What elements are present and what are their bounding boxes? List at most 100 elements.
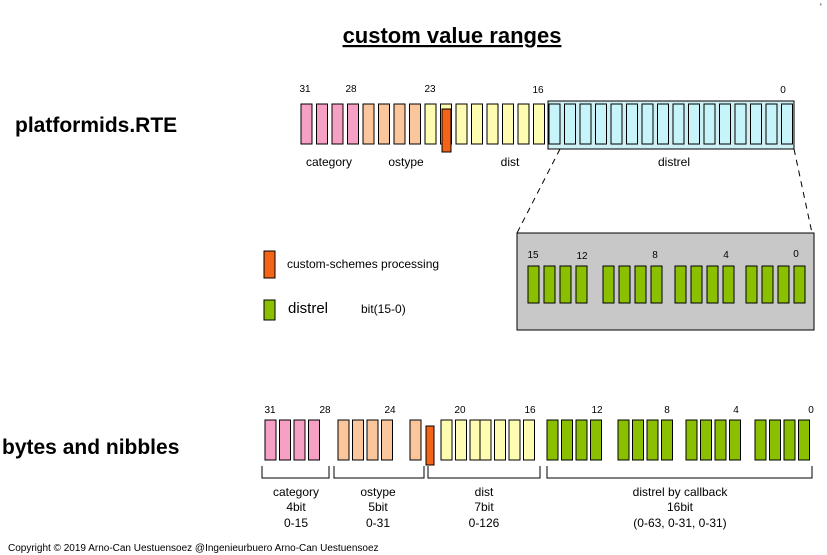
bottom-bitnum-0: 0 [808, 405, 814, 416]
top-bitnum-31: 31 [299, 84, 311, 95]
bottom-bit-cell-22 [440, 419, 453, 461]
legend-distrel-bits: bit(15-0) [361, 302, 406, 316]
top-bit-cell-28 [347, 103, 359, 145]
bracket-dist [427, 466, 541, 479]
bottom-bit-cell-21 [455, 419, 467, 461]
zoom-bit-cell-14 [543, 265, 556, 304]
top-bit-cell-1 [765, 103, 778, 145]
bottom-bit-cell-6 [700, 419, 712, 461]
top-bit-cell-7 [672, 103, 685, 145]
group-dist-name: dist [475, 485, 494, 499]
zoom-bit-cell-0 [793, 265, 806, 304]
bottom-bit-cell-3 [754, 419, 767, 461]
bottom-bitnum-31: 31 [264, 405, 276, 416]
bottom-bit-cell-14 [561, 419, 573, 461]
bottom-bit-cells [264, 419, 810, 461]
top-bit-cell-13 [579, 103, 592, 145]
bottom-row-label: bytes and nibbles [2, 436, 179, 459]
bottom-bit-cell-18 [494, 419, 506, 461]
bottom-bit-cell-24 [381, 419, 393, 461]
top-bit-cell-6 [688, 103, 700, 145]
bottom-bit-cell-12 [590, 419, 602, 461]
bottom-bit-cell-8 [661, 419, 673, 461]
top-bit-cell-20 [471, 103, 483, 145]
bottom-bit-cell-28 [308, 419, 320, 461]
top-bit-cell-17 [517, 103, 530, 145]
group-ostype-bits: 5bit [368, 500, 388, 514]
top-bit-cell-24 [409, 103, 421, 145]
zoom-bit-cell-9 [634, 265, 647, 304]
group-ostype-name: ostype [360, 485, 396, 499]
top-bitnum-16: 16 [532, 85, 544, 96]
top-bit-cell-26 [378, 103, 390, 145]
zoom-bit-cells [527, 265, 806, 304]
zoom-line-left [516, 148, 561, 234]
zoom-bit-cell-1 [777, 265, 790, 304]
bottom-brackets [261, 466, 813, 479]
zoom-bitnum-12: 12 [576, 251, 588, 262]
zoom-bit-cell-6 [690, 265, 703, 304]
bottom-bit-cell-27 [337, 419, 350, 461]
bottom-bit-cell-10 [632, 419, 644, 461]
zoom-bit-cell-8 [650, 265, 663, 304]
top-bit-cell-0 [781, 103, 793, 145]
zoom-bit-cell-15 [527, 265, 540, 304]
top-bit-cell-25 [393, 103, 406, 145]
group-distrel-bits: 16bit [667, 500, 694, 514]
copyright-text: Copyright © 2019 Arno-Can Uestuensoez @I… [8, 543, 379, 554]
bottom-bitnum-12: 12 [591, 405, 603, 416]
top-bit-cell-23 [424, 103, 437, 145]
corner-mark: ' [820, 2, 822, 12]
zoom-bit-cell-4 [722, 265, 735, 304]
diagram-title: custom value ranges [343, 23, 562, 48]
group-category-bits: 4bit [286, 500, 306, 514]
bottom-custom-marker [425, 425, 435, 466]
bottom-bit-cell-11 [617, 419, 630, 461]
top-bit-cell-8 [657, 103, 669, 145]
top-bit-cell-3 [734, 103, 747, 145]
top-bit-cell-30 [316, 103, 328, 145]
top-field-ostype: ostype [388, 155, 424, 169]
bottom-bit-cell-1 [783, 419, 796, 461]
group-category-name: category [273, 485, 319, 499]
bottom-bit-cell-7 [685, 419, 698, 461]
group-category-range: 0-15 [284, 516, 308, 530]
top-row-label: platformids.RTE [15, 114, 177, 137]
top-bit-cell-27 [362, 103, 375, 145]
bracket-distrel [546, 466, 813, 479]
legend-distrel-swatch [263, 299, 276, 321]
bottom-bit-cell-20 [469, 419, 482, 461]
group-distrel-name: distrel by callback [633, 485, 729, 499]
top-bit-cell-14 [564, 103, 576, 145]
top-bit-cells [300, 103, 793, 145]
bottom-bit-cell-13 [575, 419, 588, 461]
zoom-bitnum-0: 0 [793, 249, 799, 260]
bottom-bit-cell-25 [366, 419, 379, 461]
top-bit-cell-11 [610, 103, 623, 145]
zoom-bit-cell-5 [706, 265, 719, 304]
zoom-bitnum-4: 4 [723, 250, 729, 261]
top-bit-cell-21 [455, 103, 468, 145]
zoom-bit-cell-2 [761, 265, 774, 304]
bottom-bit-cell-29 [293, 419, 306, 461]
bottom-bit-cell-26 [352, 419, 364, 461]
zoom-bit-cell-7 [674, 265, 687, 304]
top-bit-cell-10 [626, 103, 638, 145]
top-bit-cell-29 [331, 103, 344, 145]
group-dist-bits: 7bit [474, 500, 494, 514]
legend-custom-swatch [263, 250, 276, 279]
top-bit-cell-15 [548, 103, 561, 145]
group-ostype-range: 0-31 [366, 516, 390, 530]
zoom-bit-cell-13 [559, 265, 572, 304]
legend-custom-label: custom-schemes processing [287, 257, 439, 271]
top-bit-cell-19 [486, 103, 499, 145]
bottom-bit-cell-30 [279, 419, 291, 461]
bottom-bit-cell-9 [646, 419, 659, 461]
zoom-bit-cell-3 [745, 265, 758, 304]
zoom-bit-cell-12 [575, 265, 588, 304]
bottom-bit-cell-4 [729, 419, 741, 461]
zoom-bitnum-15: 15 [527, 250, 539, 261]
bottom-bit-cell-19 [479, 419, 492, 461]
bottom-bit-cell-23 [409, 419, 422, 461]
